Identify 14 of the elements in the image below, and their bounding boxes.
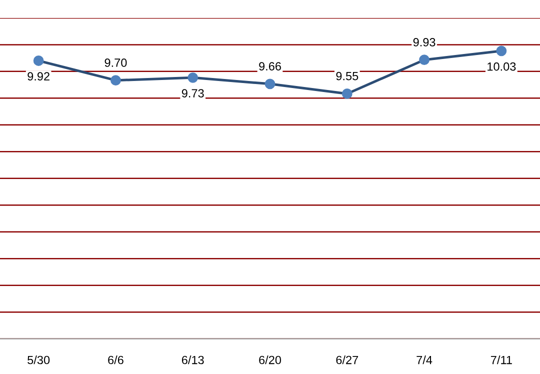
data-label: 9.73	[182, 89, 204, 98]
x-tick-label: 5/30	[28, 356, 50, 364]
data-label: 9.92	[28, 72, 50, 81]
x-tick-label: 6/6	[108, 356, 124, 364]
data-label: 9.70	[104, 58, 127, 67]
data-label: 9.55	[336, 72, 358, 80]
x-tick-label: 7/4	[416, 356, 432, 364]
x-tick-label: 6/27	[336, 356, 358, 364]
data-label: 9.66	[259, 62, 281, 70]
data-label: 10.03	[488, 62, 516, 71]
data-label: 9.93	[413, 38, 436, 46]
x-tick-label: 7/11	[490, 356, 512, 364]
x-tick-label: 6/13	[182, 356, 204, 364]
x-tick-label: 6/20	[259, 356, 282, 364]
